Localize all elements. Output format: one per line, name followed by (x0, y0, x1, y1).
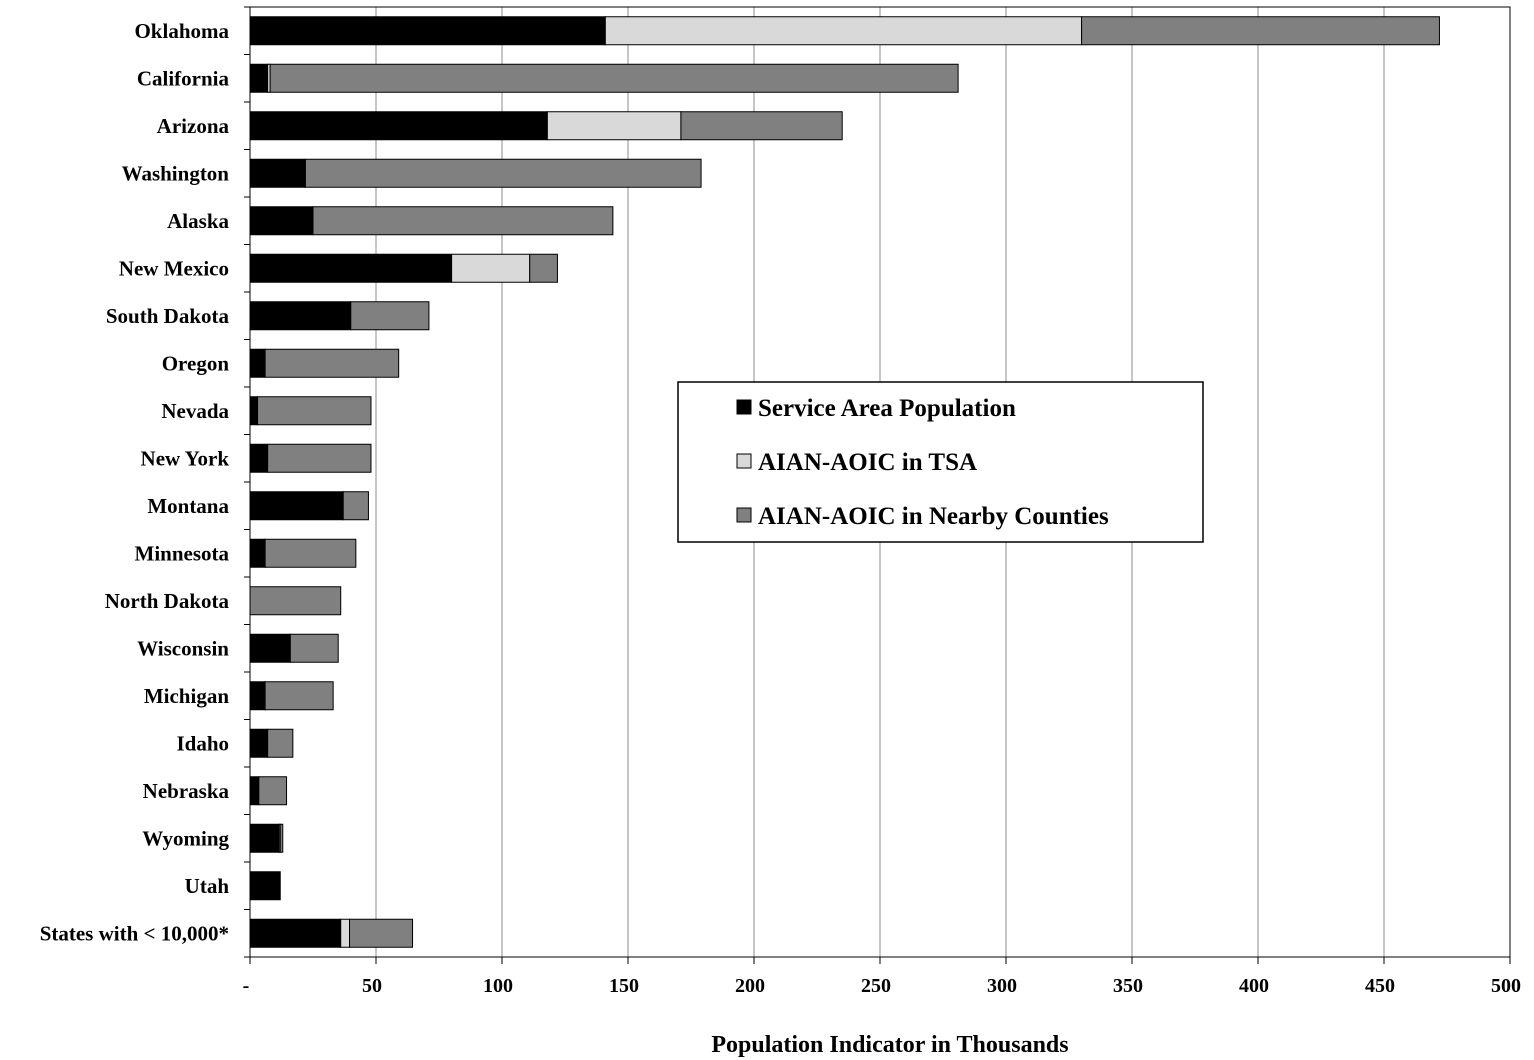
bar-segment (279, 823, 284, 853)
bar-segment (264, 681, 334, 711)
category-label: South Dakota (106, 304, 230, 328)
category-label: Idaho (176, 731, 229, 755)
bar-segment (249, 633, 291, 663)
x-tick-label: 50 (362, 975, 382, 997)
legend-swatch (736, 399, 752, 415)
bar-segment (249, 253, 453, 283)
bar-segment (340, 918, 351, 948)
bar-segment (249, 16, 606, 46)
bar-segment (249, 681, 266, 711)
category-labels: Oklahoma California Arizona Washington Alask… (40, 19, 230, 946)
bar-segment (267, 728, 294, 758)
bar-segment (249, 111, 548, 141)
bar-segment (546, 111, 682, 141)
bar-segment (249, 538, 266, 568)
legend-label: AIAN-AOIC in Nearby Counties (758, 503, 1109, 530)
bar-segment (529, 253, 558, 283)
category-label: Nebraska (143, 779, 230, 803)
category-label: States with < 10,000* (40, 921, 229, 945)
bar-segment (304, 158, 702, 188)
legend-swatch (736, 507, 752, 523)
bar-segment (249, 396, 259, 426)
x-tick-label: 450 (1365, 975, 1395, 997)
category-label: Nevada (161, 399, 229, 423)
bar-segment (350, 301, 430, 331)
category-label: Arizona (157, 114, 230, 138)
category-label: New Mexico (119, 256, 229, 280)
legend-label: AIAN-AOIC in TSA (758, 449, 977, 476)
bar-segment (249, 586, 342, 616)
x-tick-label: 100 (483, 975, 513, 997)
bar-segment (264, 538, 357, 568)
bar-segment (249, 206, 314, 236)
bar-segment (249, 443, 269, 473)
bar-segment (249, 158, 306, 188)
category-label: Alaska (167, 209, 229, 233)
bar-segment (257, 396, 372, 426)
legend: Service Area Population AIAN-AOIC in TSA A… (677, 381, 1204, 543)
bar-segment (451, 253, 531, 283)
category-label: California (137, 66, 230, 90)
x-tick-label: 250 (861, 975, 891, 997)
bar-segment (269, 63, 959, 93)
bar-segment (342, 491, 369, 521)
bar-segment (289, 633, 339, 663)
bar-segment (604, 16, 1083, 46)
x-tick-label: - (243, 975, 250, 997)
bar-segment (249, 918, 342, 948)
legend-label: Service Area Population (758, 395, 1016, 422)
category-label: Oklahoma (134, 19, 229, 43)
bar-segment (258, 776, 288, 806)
bar-segment (249, 348, 266, 378)
bar-segment (1081, 16, 1440, 46)
bar-segment (680, 111, 843, 141)
x-tick-label: 500 (1491, 975, 1521, 997)
bar-segment (249, 728, 269, 758)
bar-segment (249, 776, 260, 806)
x-tick-label: 350 (1113, 975, 1143, 997)
category-label: New York (141, 446, 230, 470)
legend-swatch (736, 453, 752, 469)
category-label: Oregon (162, 351, 230, 375)
category-label: Wyoming (142, 826, 229, 850)
category-label: Utah (185, 874, 230, 898)
axes (244, 6, 1511, 964)
x-axis-title: Population Indicator in Thousands (711, 1032, 1068, 1058)
category-label: North Dakota (105, 589, 230, 613)
legend-box (677, 381, 1204, 543)
bar-segment (264, 348, 400, 378)
bar-segment (249, 301, 352, 331)
bar-segment (349, 918, 414, 948)
category-label: Montana (147, 494, 229, 518)
bar-segment (267, 443, 372, 473)
bar-segment (312, 206, 614, 236)
category-label: Michigan (144, 684, 229, 708)
category-label: Wisconsin (137, 636, 229, 660)
bar-segment (249, 871, 281, 901)
bar-segment (249, 491, 344, 521)
x-tick-label: 300 (987, 975, 1017, 997)
bar-segment (249, 823, 280, 853)
x-tick-label: 150 (609, 975, 639, 997)
x-tick-label: 200 (735, 975, 765, 997)
category-label: Washington (122, 161, 230, 185)
bar-segment (249, 63, 269, 93)
x-tick-labels: - 50 100 150 200 250 300 350 400 450 500 (243, 975, 1521, 997)
category-label: Minnesota (135, 541, 230, 565)
x-tick-label: 400 (1239, 975, 1269, 997)
bars (249, 16, 1440, 948)
